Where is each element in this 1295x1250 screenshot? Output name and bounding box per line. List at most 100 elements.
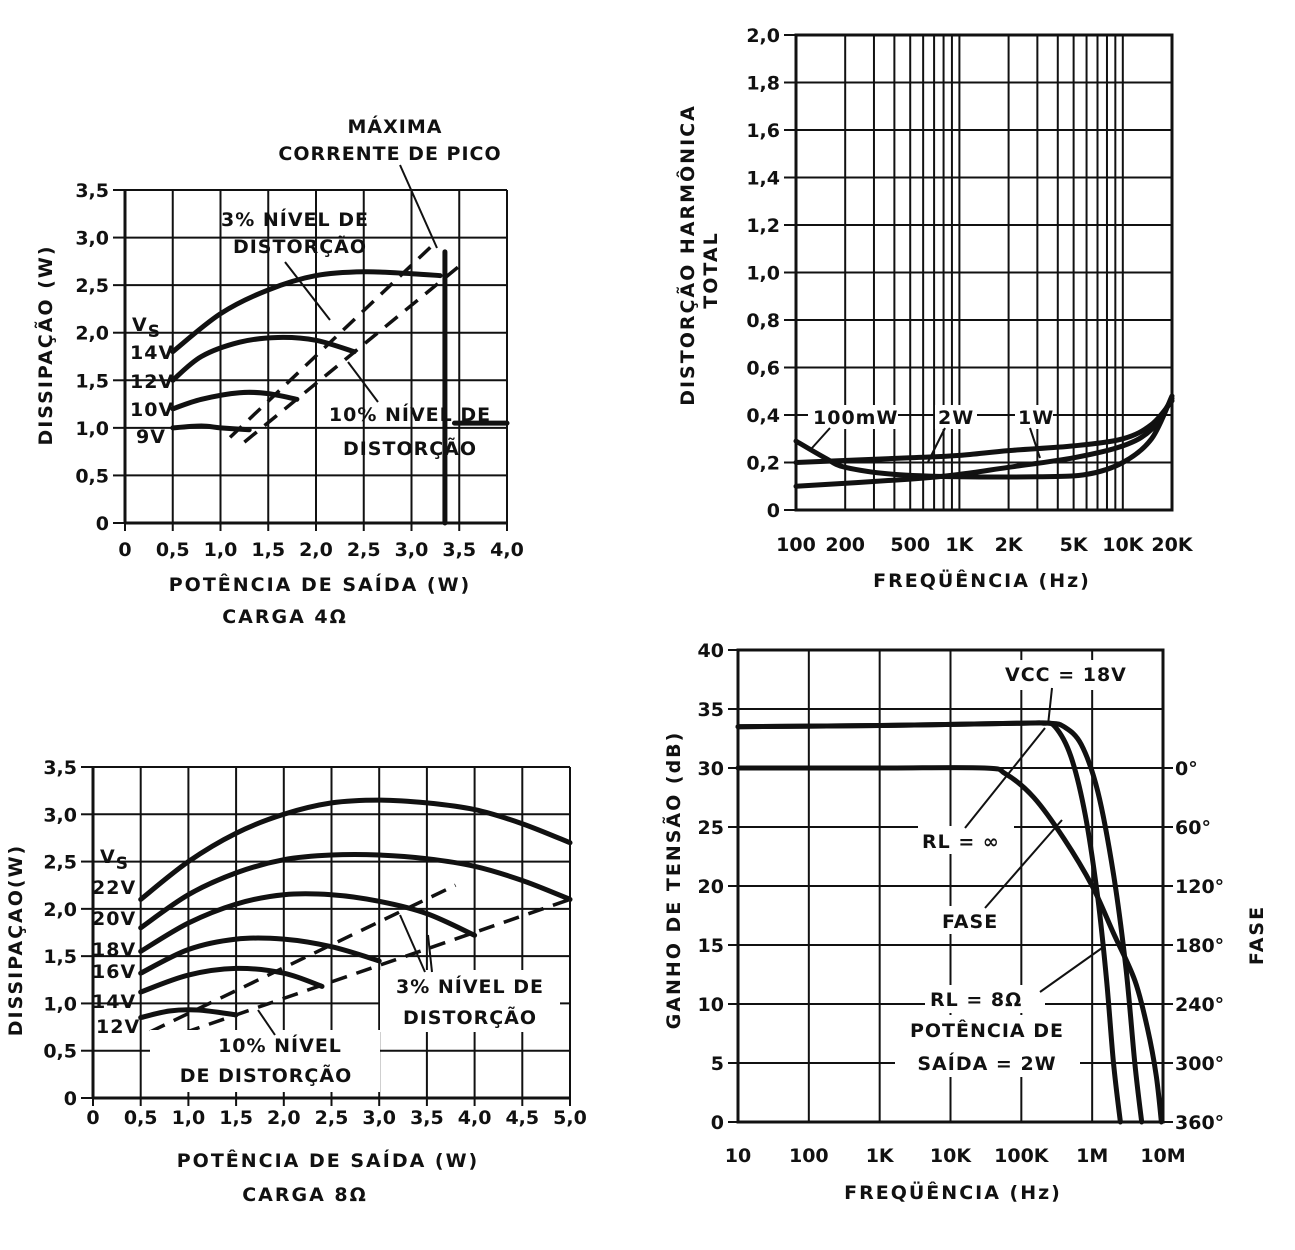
c2-ytick-label: 1,6 xyxy=(746,120,780,142)
chart-dissipation-8ohm: 0 0,5 1,0 1,5 2,0 2,5 3,0 3,5 0 0,5 1,0 1,5 2,0 2,5 3,… xyxy=(5,757,587,1206)
c3-sub-label: CARGA 8Ω xyxy=(242,1184,368,1206)
c4-ytick-right-label: 60° xyxy=(1175,817,1211,839)
c3-legend-20v: 20V xyxy=(92,908,136,930)
c4-ytick-label: 20 xyxy=(698,876,724,898)
c3-xtick-label: 4,0 xyxy=(458,1107,492,1129)
c1-xtick-label: 0,5 xyxy=(156,539,190,561)
c3-leader-3pct-b xyxy=(427,934,433,973)
c3-curve-16v xyxy=(138,935,382,976)
c3-ytick-label: 3,0 xyxy=(43,804,77,826)
c1-legend-title: VS xyxy=(132,314,161,342)
c1-ytick-label: 1,5 xyxy=(75,370,109,392)
c2-ytick-label: 1,4 xyxy=(746,168,780,190)
c3-curve-12v xyxy=(138,1007,239,1021)
c4-leader-vcc xyxy=(1047,687,1053,726)
c4-label-bg-pot xyxy=(895,1015,1080,1077)
c2-ytick-label: 1,2 xyxy=(746,215,780,237)
c4-curve-fase xyxy=(735,765,1164,1125)
c2-ytick-label: 0 xyxy=(767,500,780,522)
c3-ytick-label: 3,5 xyxy=(43,757,77,779)
c2-leader-2w xyxy=(927,427,946,463)
c4-ytick-label: 30 xyxy=(698,758,724,780)
c2-curve-2w xyxy=(793,398,1175,465)
c3-10pct-label-1: 10% NÍVEL xyxy=(218,1034,342,1057)
c3-legend-22v: 22V xyxy=(92,877,136,899)
c3-ticks: 0 0,5 1,0 1,5 2,0 2,5 3,0 3,5 0 0,5 1,0 1,5 2,0 2,5 3,… xyxy=(43,757,587,1129)
c1-xtick-label: 2,0 xyxy=(299,539,333,561)
c3-xtick-label: 1,5 xyxy=(219,1107,253,1129)
c2-ytick-label: 0,2 xyxy=(746,453,780,475)
c1-xtick-label: 1,0 xyxy=(204,539,238,561)
c4-label-bg-fase xyxy=(936,906,1006,934)
c3-x-axis-title: POTÊNCIA DE SAÍDA (W) xyxy=(177,1149,480,1172)
c3-legend-12v: 12V xyxy=(96,1016,140,1038)
c3-label-bg-10pct xyxy=(150,1030,380,1092)
c4-ytick-right-label: 360° xyxy=(1175,1112,1224,1134)
c4-xtick-label: 10M xyxy=(1140,1145,1185,1167)
c2-xtick-label: 200 xyxy=(825,534,865,556)
c4-ytick-label: 10 xyxy=(698,994,724,1016)
c3-legend-title: VS xyxy=(100,846,129,874)
c3-curve-22v xyxy=(138,797,573,902)
c3-3pct-label-1: 3% NÍVEL DE xyxy=(396,975,544,998)
c1-ytick-label: 1,0 xyxy=(75,418,109,440)
c1-10pct-label-1: 10% NÍVEL DE xyxy=(329,403,491,426)
c2-xtick-label: 500 xyxy=(890,534,930,556)
c1-legend-12v: 12V xyxy=(130,371,174,393)
c3-y-axis-title: DISSIPAÇAO(W) xyxy=(5,844,27,1036)
c4-leader-rlinf xyxy=(964,727,1046,829)
c2-xtick-label: 5K xyxy=(1060,534,1089,556)
c4-xtick-label: 1M xyxy=(1076,1145,1108,1167)
c4-curve-rl-8 xyxy=(735,720,1145,1125)
c2-xtick-label: 20K xyxy=(1151,534,1193,556)
c1-peak-label-1: MÁXIMA xyxy=(348,115,443,138)
c2-leader-100mw xyxy=(811,427,831,449)
c4-fase-label: FASE xyxy=(942,911,998,933)
c4-curves xyxy=(735,720,1164,1125)
c4-ytick-label: 15 xyxy=(698,935,724,957)
c3-xtick-label: 3,0 xyxy=(362,1107,396,1129)
c2-ytick-label: 2,0 xyxy=(746,25,780,47)
c4-rlinf-label: RL = ∞ xyxy=(922,831,1000,853)
c2-y-axis-title-2: TOTAL xyxy=(700,231,722,308)
c3-legend-14v: 14V xyxy=(92,991,136,1013)
c3-ytick-label: 1,0 xyxy=(43,993,77,1015)
c3-leader-3pct-a xyxy=(399,914,426,973)
c2-label-bg-2w xyxy=(935,405,977,429)
chart-dissipation-4ohm: 0 0,5 1,0 1,5 2,0 2,5 3,0 3,5 0 0,5 1,0 1,5 2,0 2,5 3,… xyxy=(33,115,524,628)
c4-ytick-right-label: 180° xyxy=(1175,935,1224,957)
c1-ytick-label: 3,5 xyxy=(75,180,109,202)
c4-xtick-label: 10 xyxy=(725,1145,751,1167)
c3-limit-line-1 xyxy=(159,897,571,1043)
c4-vcc-label: VCC = 18V xyxy=(1005,664,1127,686)
c4-label-bg-rlinf xyxy=(918,826,1014,854)
c1-limit-line-1 xyxy=(243,264,461,444)
c2-ytick-label: 1,8 xyxy=(746,73,780,95)
c4-leader-rl8 xyxy=(1039,947,1103,993)
c1-leader-3pct xyxy=(284,261,331,321)
c2-label-2w: 2W xyxy=(938,407,974,429)
chart-thd-frequency: 0 0,2 0,4 0,6 0,8 1,0 1,2 1,4 1,6 1,8 2,0 100 200 500… xyxy=(675,25,1194,592)
c1-sub-label: CARGA 4Ω xyxy=(222,606,348,628)
c3-xtick-label: 3,5 xyxy=(410,1107,444,1129)
c4-xtick-label: 10K xyxy=(930,1145,972,1167)
c4-ytick-label: 25 xyxy=(698,817,724,839)
c3-curve-20v xyxy=(138,851,573,931)
c3-xtick-label: 4,5 xyxy=(505,1107,539,1129)
c1-y-axis-title: DISSIPAÇÃO (W) xyxy=(33,244,57,445)
c4-ytick-label: 40 xyxy=(698,640,724,662)
c2-label-100mw: 100mW xyxy=(813,407,898,429)
c1-peak-label-2: CORRENTE DE PICO xyxy=(278,143,501,165)
c4-ytick-label: 5 xyxy=(711,1053,724,1075)
c1-ytick-label: 2,0 xyxy=(75,323,109,345)
c3-10pct-label-2: DE DISTORÇÃO xyxy=(180,1063,352,1087)
c3-ytick-label: 2,0 xyxy=(43,899,77,921)
c4-xtick-label: 100K xyxy=(994,1145,1050,1167)
c1-ticks: 0 0,5 1,0 1,5 2,0 2,5 3,0 3,5 0 0,5 1,0 1,5 2,0 2,5 3,… xyxy=(75,180,524,561)
c3-ytick-label: 0 xyxy=(64,1088,77,1110)
c3-ytick-label: 2,5 xyxy=(43,852,77,874)
c3-ytick-label: 1,5 xyxy=(43,946,77,968)
c2-label-bg-1w xyxy=(1015,405,1053,429)
c4-pot-label-2: SAÍDA = 2W xyxy=(917,1052,1056,1075)
